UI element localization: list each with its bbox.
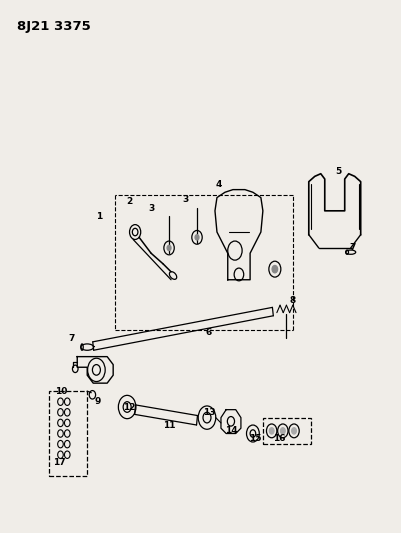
- Text: 7: 7: [348, 244, 355, 253]
- Text: 3: 3: [182, 195, 188, 204]
- Text: 4: 4: [215, 180, 222, 189]
- Text: 7: 7: [68, 334, 74, 343]
- Circle shape: [280, 427, 285, 434]
- Text: 13: 13: [202, 408, 215, 417]
- Text: 6: 6: [205, 328, 212, 337]
- Text: 1: 1: [96, 212, 102, 221]
- Circle shape: [167, 245, 171, 251]
- Circle shape: [271, 265, 277, 273]
- Text: 9: 9: [94, 397, 100, 406]
- Text: 2: 2: [126, 197, 132, 206]
- Text: 16: 16: [272, 434, 284, 443]
- Text: 12: 12: [123, 402, 135, 411]
- Text: 3: 3: [148, 204, 154, 213]
- Text: 14: 14: [224, 426, 237, 435]
- Text: 17: 17: [53, 458, 65, 467]
- Circle shape: [291, 427, 296, 434]
- Text: 10: 10: [55, 386, 67, 395]
- Text: 5: 5: [335, 166, 341, 175]
- Text: 8J21 3375: 8J21 3375: [17, 20, 91, 33]
- Text: 11: 11: [162, 421, 175, 430]
- Text: 8: 8: [289, 296, 295, 305]
- Circle shape: [194, 235, 198, 240]
- Circle shape: [269, 427, 273, 434]
- Text: 15: 15: [248, 434, 261, 443]
